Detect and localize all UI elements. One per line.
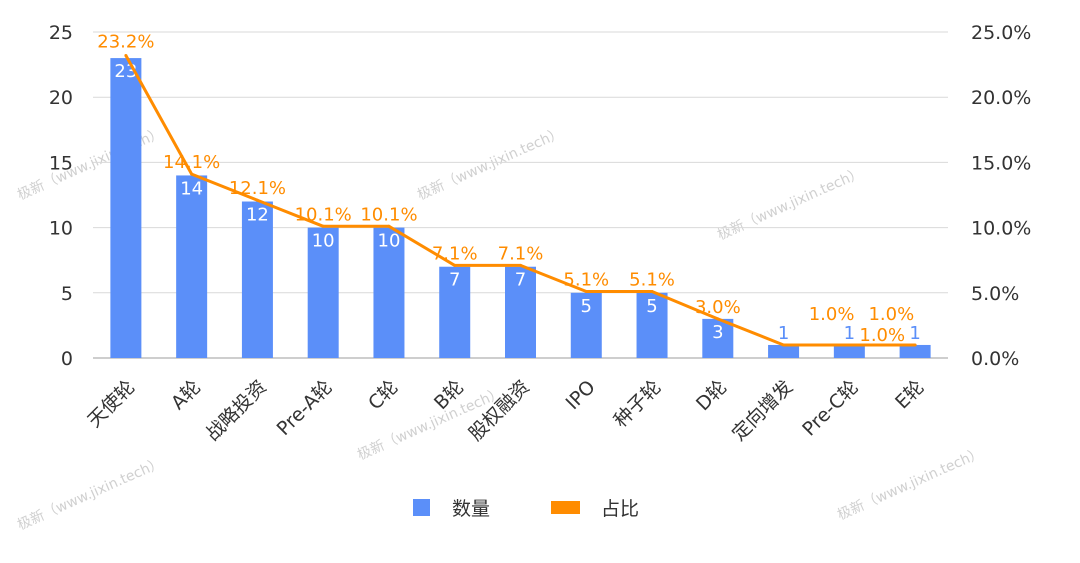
line-value-label: 12.1%: [229, 178, 286, 199]
bar-value-label: 3: [712, 322, 723, 343]
right-tick-label: 10.0%: [971, 218, 1031, 240]
line-value-label: 14.1%: [163, 152, 220, 173]
left-axis: 0 5 10 15 20 25: [49, 22, 73, 370]
left-tick-label: 20: [49, 87, 73, 109]
bar-value-label: 7: [515, 270, 526, 291]
legend-label-count: 数量: [452, 498, 490, 520]
bar: [570, 292, 602, 358]
line-labels: 23.2% 14.1% 12.1% 10.1% 10.1% 7.1% 7.1% 5.1% 5.1…: [97, 31, 914, 345]
line-point: [321, 224, 325, 228]
bar: [636, 292, 668, 358]
bar-series: [110, 58, 931, 359]
category-label: 战略投资: [202, 376, 271, 445]
line-point: [913, 343, 917, 347]
right-axis: 0.0% 5.0% 10.0% 15.0% 20.0% 25.0%: [971, 22, 1031, 370]
right-tick-label: 20.0%: [971, 87, 1031, 109]
right-tick-label: 15.0%: [971, 152, 1031, 174]
category-label: 天使轮: [84, 376, 140, 432]
line-value-label: 7.1%: [432, 243, 478, 264]
watermark-text: 极新（www.jixin.tech）: [15, 125, 165, 204]
bar: [307, 227, 339, 358]
line-value-label: 1.0%: [859, 325, 905, 346]
bar-value-label: 14: [180, 178, 203, 199]
bar: [176, 175, 208, 358]
line-point: [387, 224, 391, 228]
right-tick-label: 25.0%: [971, 22, 1031, 44]
line-point: [584, 289, 588, 293]
watermark-text: 极新（www.jixin.tech）: [835, 445, 985, 524]
line-point: [519, 263, 522, 267]
line-point: [650, 289, 654, 293]
left-tick-label: 0: [61, 348, 73, 370]
legend-swatch-share: [551, 501, 580, 514]
category-label: E轮: [891, 376, 928, 413]
category-label: D轮: [692, 376, 731, 415]
line-series: [124, 53, 917, 347]
bar: [110, 58, 142, 359]
category-label: Pre-A轮: [273, 376, 337, 440]
bar-value-label: 10: [312, 231, 335, 252]
line-point: [453, 263, 457, 267]
line-value-label: 10.1%: [360, 204, 417, 225]
legend-label-share: 占比: [601, 498, 639, 520]
watermark-text: 极新（www.jixin.tech）: [715, 165, 865, 244]
bar-value-label: 1: [778, 323, 789, 344]
bar: [833, 344, 865, 358]
bar-value-label: 7: [449, 270, 460, 291]
bar: [768, 344, 800, 358]
category-label: A轮: [167, 376, 205, 414]
bar-value-label: 12: [246, 205, 269, 226]
bar: [439, 266, 471, 358]
legend-swatch-count: [413, 499, 430, 516]
line-value-label: 7.1%: [498, 243, 544, 264]
bar: [899, 344, 931, 358]
bar: [505, 266, 536, 358]
category-label: C轮: [364, 376, 402, 414]
line-value-label: 5.1%: [629, 269, 675, 290]
bar-value-label: 10: [378, 231, 401, 252]
line-value-label: 1.0%: [868, 304, 914, 325]
left-tick-label: 5: [61, 283, 73, 305]
category-label: 定向增发: [728, 376, 797, 445]
line-point: [255, 198, 259, 202]
right-tick-label: 5.0%: [971, 283, 1019, 305]
line-point: [847, 343, 851, 347]
category-label: Pre-C轮: [798, 376, 863, 441]
line-value-label: 1.0%: [809, 304, 855, 325]
bar-value-label: 5: [581, 296, 592, 317]
line-value-label: 3.0%: [695, 297, 741, 318]
right-tick-label: 0.0%: [971, 348, 1019, 370]
bar: [241, 201, 273, 358]
category-label: IPO: [562, 376, 600, 414]
left-tick-label: 10: [49, 218, 73, 240]
bar-value-label: 1: [909, 323, 920, 344]
line-point: [716, 317, 720, 321]
watermark-text: 极新（www.jixin.tech）: [15, 455, 165, 534]
left-tick-label: 15: [49, 152, 73, 174]
line-value-label: 10.1%: [295, 204, 352, 225]
category-label: 种子轮: [610, 376, 666, 432]
legend: 数量 占比: [413, 498, 639, 520]
line-point: [782, 343, 786, 347]
bar-value-label: 1: [844, 323, 855, 344]
bar: [702, 318, 734, 358]
left-tick-label: 25: [49, 22, 73, 44]
bar: [373, 227, 405, 358]
watermark-text: 极新（www.jixin.tech）: [415, 125, 565, 204]
line-point: [190, 172, 194, 176]
line-value-label: 5.1%: [563, 269, 609, 290]
bar-value-label: 5: [646, 296, 657, 317]
line-point: [124, 53, 128, 57]
watermarks: 极新（www.jixin.tech） 极新（www.jixin.tech） 极新（w…: [15, 125, 985, 534]
line-value-label: 23.2%: [97, 31, 154, 52]
